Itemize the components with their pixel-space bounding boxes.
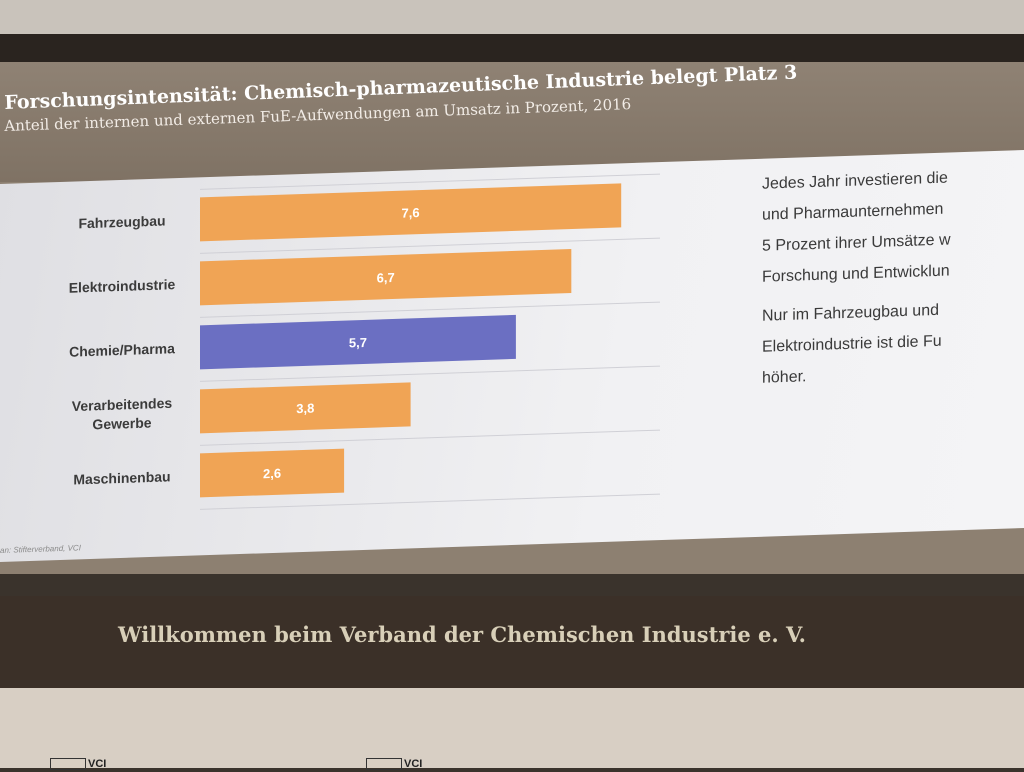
category-label: Fahrzeugbau (78, 213, 165, 232)
vci-logo-mark (50, 758, 86, 771)
bar-value-label: 5,7 (349, 335, 367, 351)
category-label: Chemie/Pharma (69, 340, 175, 360)
presentation-slide: Forschungsintensität: Chemisch-pharmazeu… (0, 62, 1024, 574)
slide-content: 7,6 Fahrzeugbau 6,7 Elektroindustrie 5,7 Chem… (0, 150, 1024, 562)
grid-line (200, 365, 660, 382)
bar (200, 382, 411, 434)
body-line: 5 Prozent ihrer Umsätze w (762, 231, 951, 255)
body-line: Forschung und Entwicklun (762, 262, 950, 286)
welcome-text: Willkommen beim Verband der Chemischen I… (118, 622, 806, 647)
vci-logo-text: VCI (404, 758, 423, 770)
source-note: an: Stifterverband, VCI (0, 543, 81, 555)
bar-value-label: 2,6 (263, 466, 281, 482)
body-line: und Pharmaunternehmen (762, 200, 944, 224)
grid-line (200, 493, 660, 510)
welcome-banner: Willkommen beim Verband der Chemischen I… (0, 596, 1024, 688)
body-line: Nur im Fahrzeugbau und (762, 301, 939, 325)
grid-line (200, 173, 660, 190)
body-paragraph-1: Jedes Jahr investieren die und Pharmaunt… (762, 160, 1024, 293)
bar-value-label: 7,6 (402, 205, 420, 221)
body-line: Jedes Jahr investieren die (762, 169, 948, 193)
vci-logo: VCI (366, 758, 422, 772)
body-line: Elektroindustrie ist die Fu (762, 332, 942, 356)
category-label: Verarbeitendes (72, 395, 173, 414)
bar (200, 448, 345, 498)
bar (200, 249, 572, 306)
grid-line (200, 429, 660, 446)
bar-value-label: 3,8 (296, 401, 314, 417)
bar (200, 314, 516, 370)
vci-logo: VCI (50, 758, 106, 772)
bar-chart: 7,6 Fahrzeugbau 6,7 Elektroindustrie 5,7 Chem… (69, 173, 660, 510)
vci-logo-mark (366, 758, 402, 771)
bar (200, 183, 622, 242)
bar-value-label: 6,7 (377, 270, 395, 286)
ceiling (0, 0, 1024, 38)
category-label: Maschinenbau (73, 468, 170, 487)
category-label: Gewerbe (92, 414, 151, 432)
stage-front (0, 688, 1024, 768)
vci-logo-text: VCI (88, 758, 107, 770)
body-line: höher. (762, 368, 807, 387)
category-label: Elektroindustrie (69, 276, 176, 296)
slide-body-text: Jedes Jahr investieren die und Pharmaunt… (762, 160, 1024, 402)
grid-line (200, 301, 660, 318)
body-paragraph-2: Nur im Fahrzeugbau und Elektroindustrie … (762, 292, 1024, 394)
grid-line (200, 237, 660, 254)
